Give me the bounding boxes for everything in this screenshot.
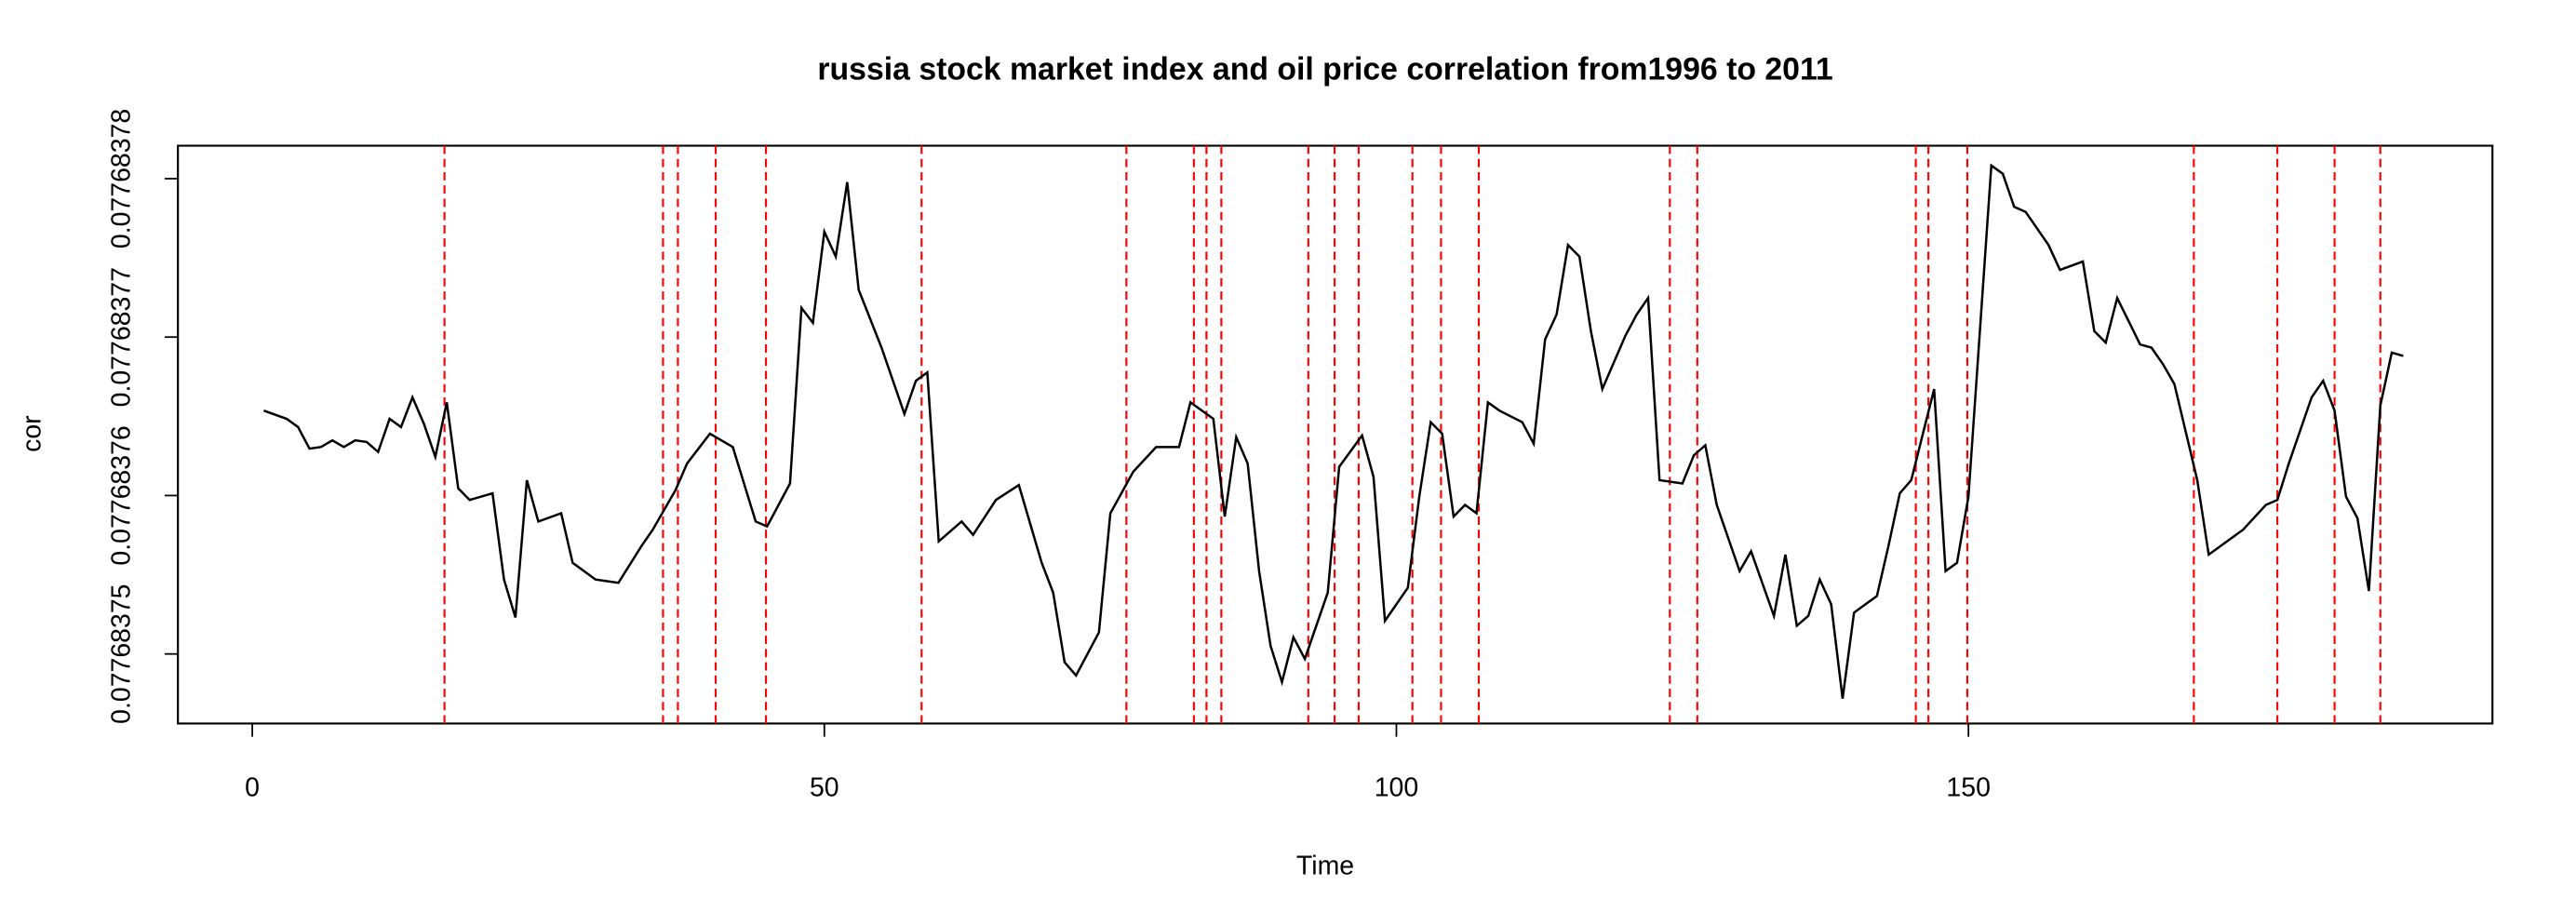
y-tick-label: 0.07768375 (107, 584, 137, 724)
y-axis-label: cor (18, 415, 47, 452)
x-tick-label: 50 (810, 773, 839, 803)
x-tick-label: 150 (1946, 773, 1990, 803)
x-tick-label: 100 (1375, 773, 1418, 803)
x-tick-label: 0 (245, 773, 260, 803)
data-line (262, 163, 2404, 699)
y-tick-label: 0.07768378 (107, 109, 137, 248)
y-tick-label: 0.07768377 (107, 267, 137, 407)
y-tick-label: 0.07768376 (107, 425, 137, 565)
x-axis-label: Time (1296, 851, 1354, 880)
chart-title: russia stock market index and oil price … (817, 51, 1832, 87)
